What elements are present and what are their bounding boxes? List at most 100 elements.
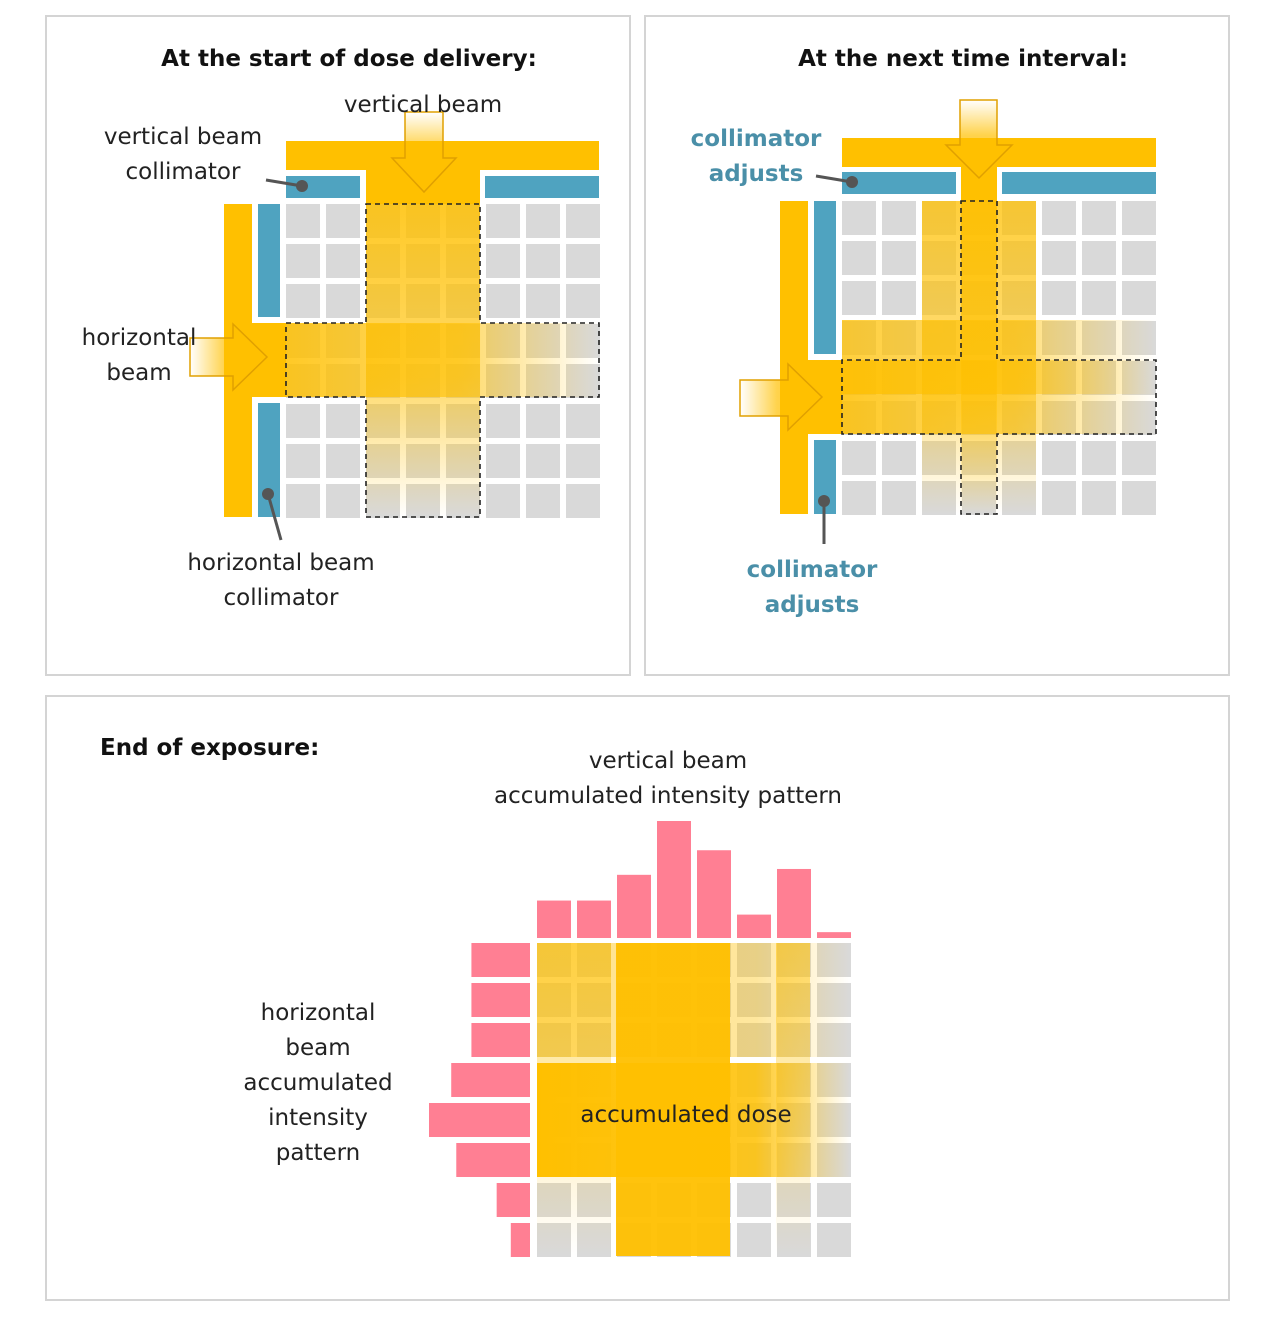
vertical-beam-label: vertical beam <box>344 92 502 118</box>
vertical-collimator-leader <box>265 178 303 188</box>
vertical-collimator-right <box>485 176 599 198</box>
grid-cell <box>486 404 520 438</box>
grid-cell <box>566 204 600 238</box>
grid-cell <box>286 444 320 478</box>
grid-cell <box>486 284 520 318</box>
grid-cell <box>882 281 916 315</box>
top-collimator-leader <box>815 174 853 184</box>
grid-cell <box>486 244 520 278</box>
grid-cell <box>1042 441 1076 475</box>
grid-cell <box>286 484 320 518</box>
grid-cell <box>737 1183 771 1217</box>
grid-cell <box>882 481 916 515</box>
grid-cell <box>842 241 876 275</box>
horizontal-collimator-bottom <box>814 440 836 514</box>
panel-start: At the start of dose delivery: vertical … <box>82 46 600 611</box>
grid-cell <box>1042 241 1076 275</box>
panel-end: End of exposure: vertical beam accumulat… <box>100 735 851 1257</box>
grid-cell <box>566 244 600 278</box>
horizontal-collimator-label-line1: horizontal beam <box>187 550 374 576</box>
dose-band-horizontal <box>537 1063 850 1177</box>
grid-cell <box>842 281 876 315</box>
grid-cell <box>1122 201 1156 235</box>
grid-cell <box>1042 481 1076 515</box>
vertical-profile-bar <box>537 900 571 938</box>
grid-cell <box>882 441 916 475</box>
vertical-profile-bar <box>697 850 731 938</box>
vertical-profile-bar <box>777 868 811 938</box>
horizontal-collimator-label-line2: collimator <box>224 585 339 611</box>
horizontal-collimator-top <box>814 201 836 354</box>
collimator-adjusts-bottom-line1: collimator <box>747 557 878 583</box>
horizontal-beam-label-line2: beam <box>106 360 171 386</box>
grid-cell <box>566 284 600 318</box>
horizontal-beam-arrow <box>739 362 824 432</box>
grid-cell <box>326 404 360 438</box>
horizontal-intensity-profile <box>429 943 530 1257</box>
collimator-adjusts-bottom-line2: adjusts <box>765 592 860 618</box>
vertical-collimator-right <box>1002 172 1156 194</box>
vertical-intensity-profile <box>537 821 851 938</box>
grid-cell <box>737 1223 771 1257</box>
horizontal-beam-field <box>842 360 1156 434</box>
vertical-beam-arrow <box>390 111 458 194</box>
grid-cell <box>1082 281 1116 315</box>
vertical-beam-arrow <box>944 99 1014 180</box>
grid-cell <box>486 484 520 518</box>
top-collimator-leader-dot <box>846 176 858 188</box>
vertical-collimator-label-line2: collimator <box>126 159 241 185</box>
horizontal-profile-bar <box>496 1183 530 1217</box>
horizontal-profile-bar <box>451 1063 530 1097</box>
grid-cell <box>1042 201 1076 235</box>
grid-cell <box>526 484 560 518</box>
grid-cell <box>566 484 600 518</box>
grid-cell <box>842 201 876 235</box>
vertical-pattern-label-line2: accumulated intensity pattern <box>494 783 842 809</box>
accumulated-dose-label: accumulated dose <box>580 1102 791 1128</box>
grid-cell <box>526 404 560 438</box>
grid-cell <box>526 244 560 278</box>
horizontal-beam-label-line1: horizontal <box>82 325 197 351</box>
grid-cell <box>566 444 600 478</box>
grid-cell <box>326 284 360 318</box>
grid-cell <box>526 204 560 238</box>
grid-cell <box>817 1223 851 1257</box>
vertical-profile-bar <box>657 821 691 938</box>
vertical-profile-bar <box>577 900 611 938</box>
dose-region-outline <box>285 203 600 518</box>
horizontal-profile-bar <box>471 1023 530 1057</box>
vertical-collimator-left <box>842 172 956 194</box>
grid-cell <box>817 1183 851 1217</box>
collimator-adjusts-top-line2: adjusts <box>709 161 804 187</box>
grid-cell <box>286 404 320 438</box>
grid-cell <box>1042 281 1076 315</box>
grid-cell <box>842 481 876 515</box>
grid-cell <box>326 204 360 238</box>
panel-start-title: At the start of dose delivery: <box>161 46 537 72</box>
horizontal-collimator-leader <box>266 493 283 541</box>
vertical-profile-bar <box>817 932 851 938</box>
grid-cell <box>286 204 320 238</box>
horizontal-pattern-label-line5: pattern <box>276 1140 361 1166</box>
grid-cell <box>326 444 360 478</box>
bottom-collimator-leader-dot <box>818 495 830 507</box>
horizontal-pattern-label-line4: intensity <box>268 1105 368 1131</box>
grid-cell <box>1082 441 1116 475</box>
grid-cell <box>842 441 876 475</box>
dose-region-outline <box>841 200 1157 515</box>
horizontal-collimator-bottom <box>258 403 280 517</box>
vertical-collimator-label-line1: vertical beam <box>104 124 262 150</box>
grid-cell <box>326 244 360 278</box>
grid-cell <box>882 201 916 235</box>
dose-band-upper <box>537 943 850 1057</box>
horizontal-profile-bar <box>456 1143 530 1177</box>
grid-cell <box>326 484 360 518</box>
grid-cell <box>1122 241 1156 275</box>
grid-cell <box>1082 481 1116 515</box>
vertical-profile-bar <box>617 874 651 938</box>
grid-cell <box>1122 281 1156 315</box>
grid-cell <box>566 404 600 438</box>
panel-end-title: End of exposure: <box>100 735 319 761</box>
grid-cell <box>1122 481 1156 515</box>
